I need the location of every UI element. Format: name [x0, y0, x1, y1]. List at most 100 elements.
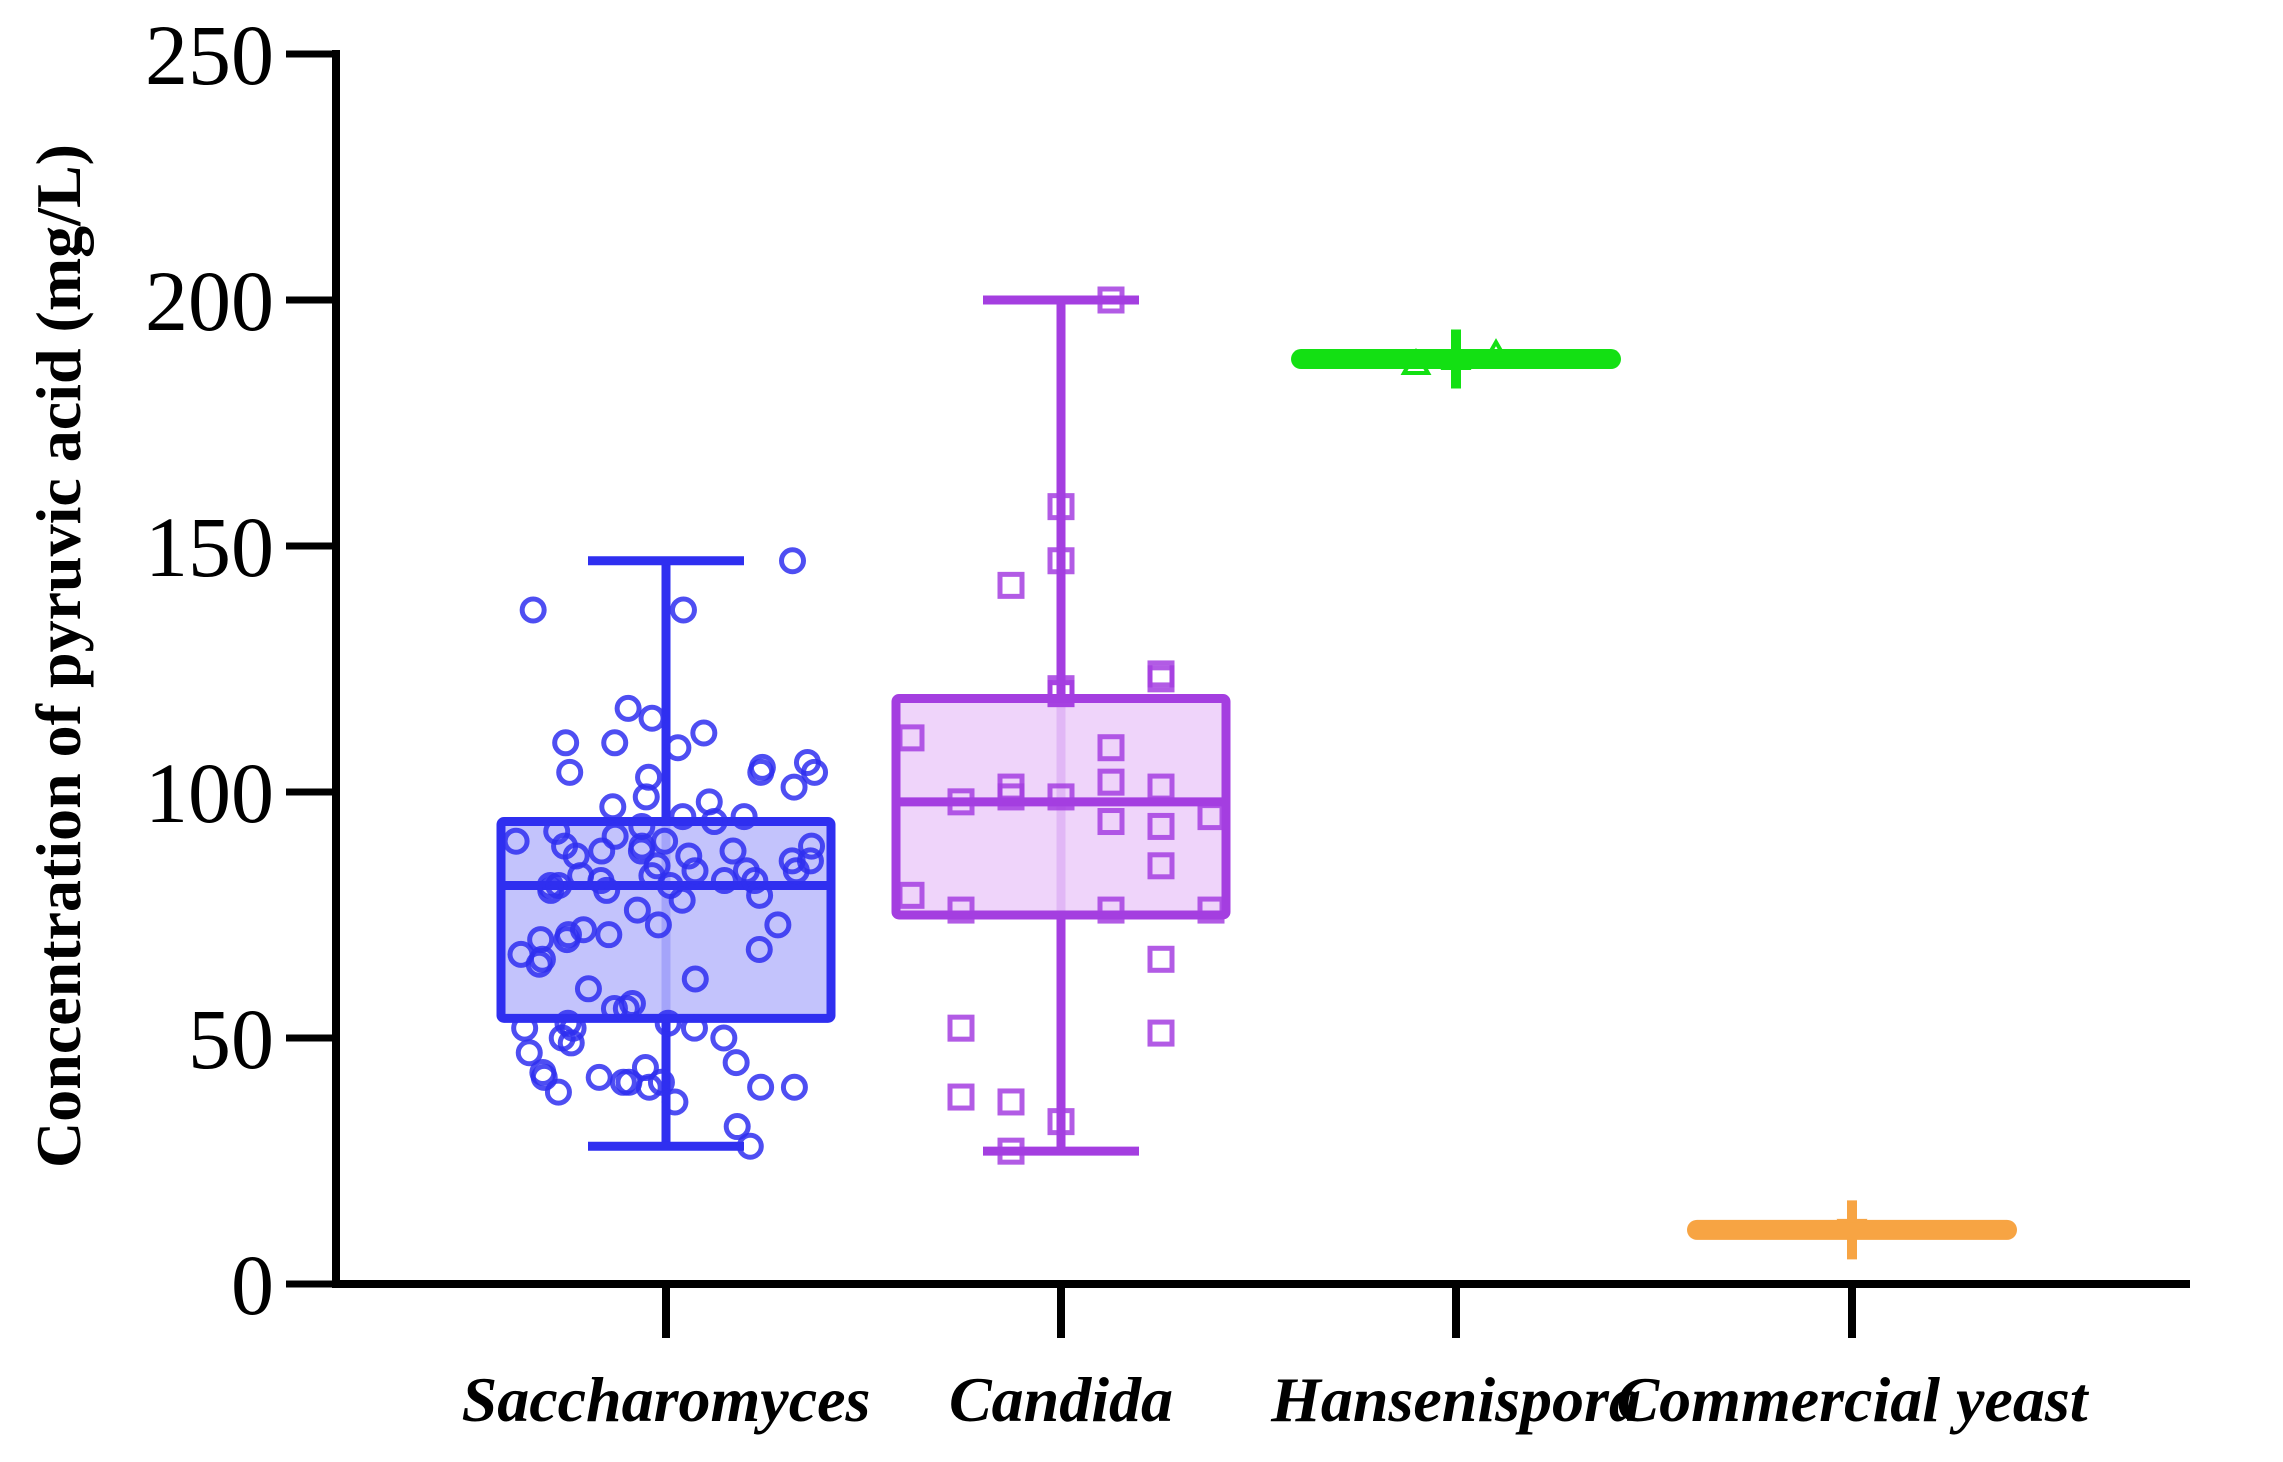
data-point-25: [1147, 945, 1175, 973]
data-point-2: [1047, 547, 1075, 575]
data-point-7: [601, 729, 629, 757]
data-point-21: [700, 808, 728, 836]
data-point-1: [1047, 493, 1075, 521]
data-point-39: [681, 857, 709, 885]
data-point-0: [1400, 347, 1432, 375]
data-point-16: [632, 783, 660, 811]
data-point-1: [1440, 343, 1472, 371]
x-tick-label-3: Commercial yeast: [1616, 1364, 2089, 1435]
data-point-23: [1197, 896, 1225, 924]
data-point-17: [1197, 803, 1225, 831]
data-point-85: [647, 1068, 675, 1096]
data-point-24: [601, 822, 629, 850]
data-point-13: [1147, 773, 1175, 801]
data-point-11: [556, 758, 584, 786]
data-point-65: [681, 965, 709, 993]
data-point-0: [1836, 1218, 1868, 1246]
data-point-34: [675, 842, 703, 870]
data-point-76: [710, 1024, 738, 1052]
data-point-31: [997, 1137, 1025, 1165]
x-tick-label-1: Candida: [949, 1364, 1173, 1435]
series-layer: [496, 286, 2017, 1260]
data-point-18: [599, 793, 627, 821]
data-point-90: [544, 1078, 572, 1106]
data-point-11: [1097, 768, 1125, 796]
y-tick-label-150: 150: [145, 499, 274, 595]
data-point-91: [661, 1088, 689, 1116]
data-point-61: [745, 935, 773, 963]
data-point-55: [644, 911, 672, 939]
data-point-68: [600, 994, 628, 1022]
x-tick-label-2: Hansenispora: [1270, 1364, 1641, 1435]
data-point-10: [1097, 734, 1125, 762]
data-point-59: [553, 926, 581, 954]
data-point-66: [574, 975, 602, 1003]
data-point-9: [897, 724, 925, 752]
data-point-43: [710, 867, 738, 895]
data-point-82: [585, 1063, 613, 1091]
data-point-20: [669, 803, 697, 831]
x-axis: Saccharomyces Candida HansenisporaCommerci…: [332, 1280, 2190, 1435]
data-point-3: [614, 694, 642, 722]
series-commercial-yeast: [1687, 1200, 2017, 1260]
data-point-78: [515, 1039, 543, 1067]
data-point-4: [638, 704, 666, 732]
y-tick-label-50: 50: [188, 991, 274, 1087]
data-point-77: [557, 1029, 585, 1057]
data-point-24: [947, 896, 975, 924]
data-point-72: [511, 1014, 539, 1042]
data-point-29: [997, 1088, 1025, 1116]
data-point-87: [635, 1073, 663, 1101]
series-hansenispora: [1291, 329, 1621, 389]
data-point-88: [780, 1073, 808, 1101]
y-tick-label-250: 250: [145, 7, 274, 103]
data-point-22: [1097, 896, 1125, 924]
data-point-89: [747, 1073, 775, 1101]
series-saccharomyces: [496, 547, 836, 1160]
data-point-30: [1047, 1108, 1075, 1136]
data-point-18: [1097, 808, 1125, 836]
data-point-29: [798, 832, 826, 860]
data-point-57: [595, 921, 623, 949]
data-point-12: [801, 758, 829, 786]
data-point-83: [530, 1063, 558, 1091]
data-point-53: [623, 896, 651, 924]
data-point-2: [669, 596, 697, 624]
data-point-1: [519, 596, 547, 624]
data-point-5: [690, 719, 718, 747]
data-point-52: [668, 886, 696, 914]
data-point-3: [997, 571, 1025, 599]
y-tick-label-100: 100: [145, 745, 274, 841]
y-tick-label-0: 0: [231, 1237, 274, 1333]
series-candida: [891, 286, 1231, 1165]
data-point-0: [1097, 286, 1125, 314]
data-point-8: [1047, 680, 1075, 708]
data-point-28: [947, 1083, 975, 1111]
y-axis: 0 50 100 150 200 250: [145, 7, 340, 1333]
data-point-64: [525, 950, 553, 978]
data-point-49: [593, 876, 621, 904]
y-tick-label-200: 200: [145, 253, 274, 349]
data-point-27: [1147, 1019, 1175, 1047]
data-point-15: [1047, 783, 1075, 811]
data-point-50: [537, 876, 565, 904]
data-point-26: [502, 827, 530, 855]
data-point-19: [1147, 812, 1175, 840]
x-tick-label-0: Saccharomyces: [462, 1364, 871, 1435]
data-point-15: [780, 773, 808, 801]
data-point-5: [1147, 665, 1175, 693]
data-point-30: [719, 837, 747, 865]
data-point-79: [722, 1049, 750, 1077]
data-point-20: [1147, 852, 1175, 880]
data-point-19: [730, 803, 758, 831]
data-point-16: [947, 788, 975, 816]
data-point-93: [736, 1132, 764, 1160]
data-point-70: [654, 1009, 682, 1037]
data-point-69: [612, 994, 640, 1022]
data-point-54: [764, 911, 792, 939]
data-point-0: [779, 547, 807, 575]
data-point-26: [947, 1014, 975, 1042]
data-point-74: [680, 1014, 708, 1042]
data-point-6: [552, 729, 580, 757]
